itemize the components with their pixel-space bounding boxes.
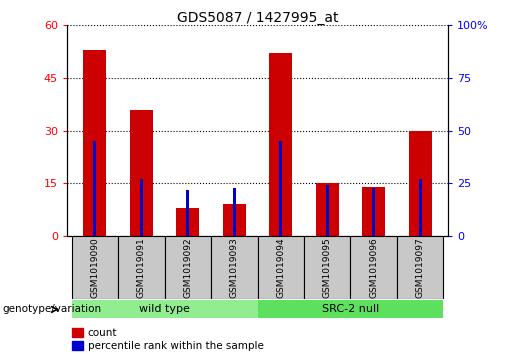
- Text: GSM1019092: GSM1019092: [183, 237, 192, 298]
- Text: GSM1019090: GSM1019090: [90, 237, 99, 298]
- Bar: [222, 204, 246, 236]
- FancyBboxPatch shape: [350, 236, 397, 299]
- Text: SRC-2 null: SRC-2 null: [322, 305, 379, 314]
- FancyBboxPatch shape: [72, 236, 118, 299]
- Text: GSM1019097: GSM1019097: [416, 237, 425, 298]
- Bar: [316, 183, 339, 236]
- Text: GSM1019096: GSM1019096: [369, 237, 378, 298]
- FancyBboxPatch shape: [118, 236, 165, 299]
- Legend: count, percentile rank within the sample: count, percentile rank within the sample: [72, 328, 264, 351]
- Text: GSM1019095: GSM1019095: [323, 237, 332, 298]
- Bar: [176, 208, 199, 236]
- Bar: [140, 179, 143, 236]
- FancyBboxPatch shape: [165, 236, 211, 299]
- Text: genotype/variation: genotype/variation: [3, 305, 101, 314]
- Bar: [362, 187, 385, 236]
- Text: GSM1019093: GSM1019093: [230, 237, 239, 298]
- Bar: [279, 141, 282, 236]
- FancyBboxPatch shape: [304, 236, 350, 299]
- Bar: [93, 141, 96, 236]
- Bar: [408, 131, 432, 236]
- FancyBboxPatch shape: [258, 301, 443, 318]
- Text: GDS5087 / 1427995_at: GDS5087 / 1427995_at: [177, 11, 338, 25]
- FancyBboxPatch shape: [211, 236, 258, 299]
- FancyBboxPatch shape: [72, 301, 258, 318]
- Text: wild type: wild type: [139, 305, 190, 314]
- Bar: [419, 179, 422, 236]
- FancyBboxPatch shape: [397, 236, 443, 299]
- Bar: [130, 110, 153, 236]
- Bar: [372, 188, 375, 236]
- Bar: [186, 189, 190, 236]
- Text: GSM1019091: GSM1019091: [137, 237, 146, 298]
- Bar: [325, 185, 329, 236]
- FancyBboxPatch shape: [258, 236, 304, 299]
- Bar: [83, 50, 107, 236]
- Text: GSM1019094: GSM1019094: [276, 237, 285, 298]
- Bar: [269, 53, 293, 236]
- Bar: [233, 188, 236, 236]
